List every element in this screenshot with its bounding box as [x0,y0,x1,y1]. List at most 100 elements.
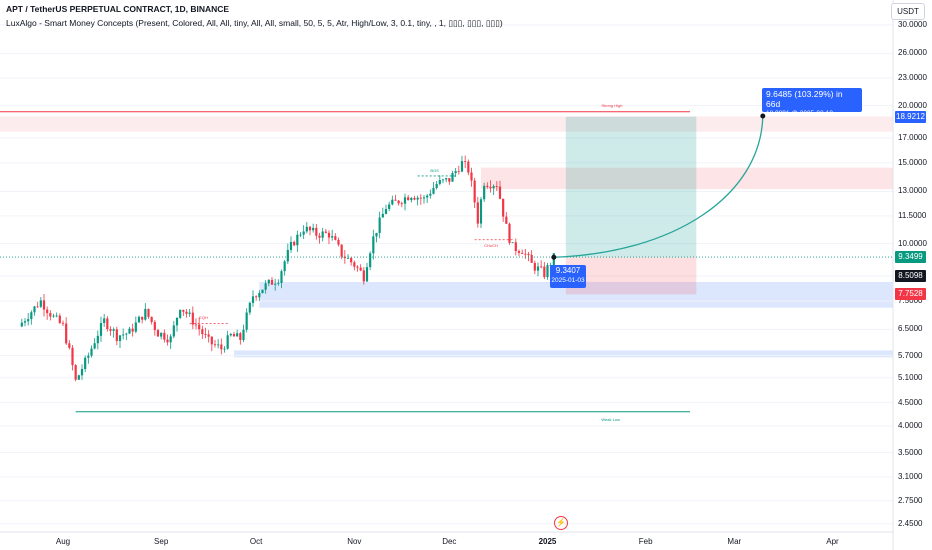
candle-down [115,329,118,342]
projection-curve [553,115,764,258]
candle-down [505,216,508,224]
candle-down [448,178,451,182]
candle-down [476,202,479,224]
zone-strong-high-zone [0,116,893,132]
candle-up [302,231,305,235]
candle-up [312,227,315,231]
candle-down [163,332,166,340]
candle-up [479,199,483,224]
candle-down [324,231,327,233]
candle-down [255,296,258,298]
candle-down [153,322,156,331]
candle-up [261,289,264,294]
candle-up [39,300,42,307]
price-tick: 6.5000 [898,324,923,334]
candle-down [340,244,343,257]
candle-up [137,316,141,323]
bos-label: BOS [430,167,439,173]
price-badge: 18.9212 [895,110,926,123]
candle-down [201,329,204,335]
time-tick: 2025 [538,537,557,546]
candle-up [99,322,103,336]
candle-down [362,270,365,282]
price-tick: 23.0000 [898,72,927,82]
candle-down [407,197,410,201]
candle-up [20,322,23,327]
projection-label-line1: 9.6485 (103.29%) in 66d [766,89,843,109]
overlay-layer [0,111,893,413]
candle-up [96,335,99,344]
price-badge: 9.3499 [895,251,926,264]
candle-down [166,339,169,343]
currency-button[interactable]: USDT [891,3,925,20]
candle-up [30,312,33,320]
candle-up [103,318,106,323]
candle-up [451,173,454,182]
candle-up [251,296,255,303]
candle-up [245,312,248,330]
candle-down [486,185,489,187]
time-tick: Nov [347,537,362,546]
candle-up [384,208,388,214]
target-point [760,113,766,119]
price-tick: 17.0000 [898,133,927,142]
candle-up [441,179,445,181]
candle-down [318,235,321,238]
zone-lower-demand-zone [233,350,893,358]
candle-down [467,161,470,173]
candle-down [353,262,356,267]
candle-up [217,344,220,346]
candle-down [42,300,46,310]
candle-up [381,213,384,218]
price-tick: 26.0000 [898,48,927,58]
candle-down [65,323,68,344]
candle-up [274,283,277,285]
zone-supply-zone [480,167,893,190]
time-tick: Aug [55,537,71,546]
candle-down [185,311,188,314]
candle-up [55,315,58,317]
candle-down [334,236,337,240]
candle-down [147,308,150,317]
candle-down [58,315,61,323]
candle-up [369,253,372,268]
candle-down [36,306,39,308]
candle-down [517,251,521,253]
candle-up [289,241,293,250]
candle-up [296,234,299,246]
price-tick: 11.5000 [898,210,927,220]
candle-up [33,306,36,313]
price-tick: 5.1000 [898,372,923,382]
candle-up [365,267,369,282]
choch-label: CHoCH [484,242,498,248]
candle-down [308,226,312,231]
candle-up [93,343,96,349]
zones-layer [0,116,893,358]
candle-down [470,172,473,181]
candle-up [280,271,283,283]
candle-down [315,227,318,236]
price-tick: 30.0000 [898,19,927,29]
loss-zone [565,257,697,295]
candle-up [511,242,514,244]
candle-down [498,186,502,199]
entry-label[interactable]: 9.3407 2025-01-03 [550,265,586,288]
price-tick: 4.0000 [898,421,923,431]
profit-zone [565,116,697,258]
candle-down [337,239,340,245]
indicator-legend[interactable]: LuxAlgo - Smart Money Concepts (Present,… [6,18,503,28]
price-badge: 8.5098 [895,269,926,282]
candle-down [543,266,546,278]
candle-up [242,329,245,340]
candle-up [416,197,419,200]
candle-up [160,332,163,337]
candle-down [46,309,49,314]
candle-up [378,217,381,233]
price-tick: 2.7500 [898,495,923,505]
projection-label[interactable]: 9.6485 (103.29%) in 66d 18.9891 @ 2025-0… [762,88,862,117]
chart-title: APT / TetherUS PERPETUAL CONTRACT, 1D, B… [6,4,230,14]
candle-up [375,232,378,237]
candle-up [305,226,308,232]
lightning-icon[interactable]: ⚡ [554,516,568,530]
